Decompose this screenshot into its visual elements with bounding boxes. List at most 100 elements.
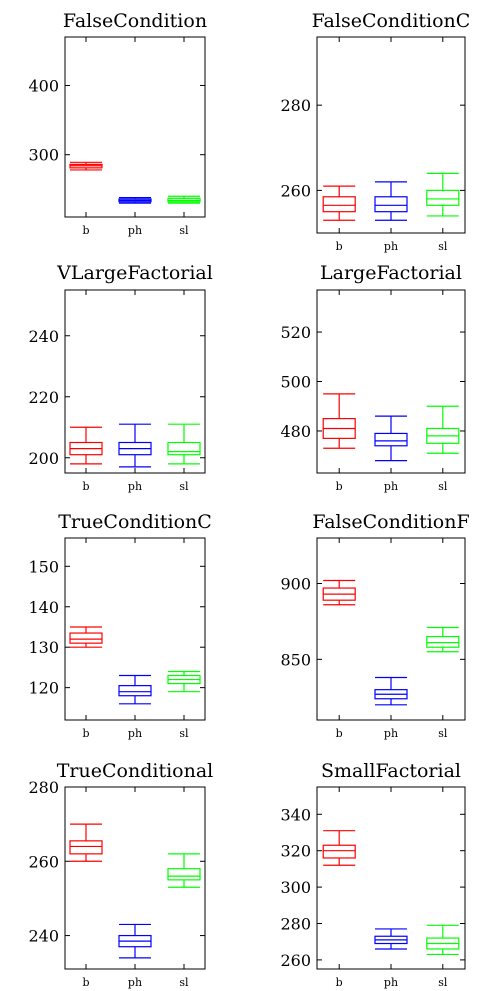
chart-title: VLargeFactorial — [56, 262, 213, 284]
box-body — [167, 868, 201, 881]
box-b — [322, 830, 356, 866]
box-ph — [374, 676, 408, 706]
y-tick-label: 260 — [280, 951, 311, 970]
box-body — [167, 441, 201, 456]
plot-frame — [316, 786, 466, 970]
box-sl — [167, 195, 201, 204]
box-body — [374, 196, 408, 213]
x-tick-label: b — [82, 976, 89, 989]
x-tick-label: b — [336, 240, 343, 253]
x-tick-label: ph — [128, 976, 142, 989]
x-tick-label: sl — [179, 976, 189, 989]
box-ph — [118, 674, 152, 705]
box-body — [374, 432, 408, 447]
y-tick-label: 280 — [280, 915, 311, 934]
x-tick-label: sl — [179, 727, 189, 740]
y-tick-label: 520 — [280, 323, 311, 342]
x-tick-label: ph — [128, 224, 142, 237]
chart-title: SmallFactorial — [321, 760, 461, 782]
chart-panel: FalseConditionC 260 280 b ph sl — [280, 10, 470, 253]
x-tick-label: b — [82, 480, 89, 493]
box-sl — [167, 670, 201, 693]
x-tick-label: sl — [438, 480, 448, 493]
y-tick-label: 120 — [28, 679, 59, 698]
y-tick-label: 850 — [280, 650, 311, 669]
box-body — [426, 635, 460, 648]
y-tick-label: 220 — [28, 388, 59, 407]
x-tick-label: b — [336, 976, 343, 989]
box-b — [322, 393, 356, 449]
box-b — [69, 626, 103, 648]
y-tick-label: 150 — [28, 557, 59, 576]
plot-frame — [64, 36, 206, 218]
x-tick-label: sl — [179, 480, 189, 493]
chart-title: FalseCondition — [63, 10, 207, 32]
box-body — [426, 189, 460, 206]
box-sl — [426, 405, 460, 454]
x-tick-label: b — [336, 480, 343, 493]
box-sl — [426, 626, 460, 653]
x-tick-label: ph — [384, 480, 398, 493]
y-tick-label: 900 — [280, 575, 311, 594]
chart-title: FalseConditionC — [312, 10, 471, 32]
box-sl — [167, 853, 201, 888]
y-tick-label: 320 — [280, 842, 311, 861]
y-tick-label: 240 — [28, 327, 59, 346]
box-sl — [167, 423, 201, 465]
chart-title: FalseConditionF — [312, 511, 469, 533]
x-tick-label: b — [82, 224, 89, 237]
x-tick-label: ph — [384, 240, 398, 253]
y-tick-label: 500 — [280, 373, 311, 392]
y-tick-label: 300 — [28, 146, 59, 165]
chart-panel: LargeFactorial 480 500 520 b ph sl — [280, 262, 466, 493]
y-tick-label: 200 — [28, 449, 59, 468]
chart-title: TrueConditionC — [58, 511, 212, 533]
y-tick-label: 260 — [28, 852, 59, 871]
box-body — [322, 844, 356, 859]
x-tick-label: b — [336, 727, 343, 740]
box-b — [69, 161, 103, 171]
y-tick-label: 130 — [28, 638, 59, 657]
box-b — [322, 185, 356, 221]
chart-title: TrueConditional — [57, 760, 213, 782]
chart-panel: FalseConditionF 850 900 b ph sl — [280, 511, 469, 740]
box-ph — [118, 923, 152, 959]
box-body — [322, 196, 356, 213]
x-tick-label: ph — [128, 480, 142, 493]
box-sl — [426, 172, 460, 217]
box-ph — [374, 415, 408, 462]
box-ph — [118, 423, 152, 468]
box-b — [322, 579, 356, 606]
box-body — [69, 840, 103, 855]
chart-panel: FalseCondition 300 400 b ph sl — [28, 10, 207, 237]
y-tick-label: 300 — [280, 878, 311, 897]
chart-panel: SmallFactorial 260 280 300 320 340 b ph sl — [280, 760, 466, 989]
box-ph — [374, 928, 408, 950]
y-tick-label: 480 — [280, 422, 311, 441]
x-tick-label: ph — [384, 727, 398, 740]
box-ph — [374, 181, 408, 221]
x-tick-label: sl — [179, 224, 189, 237]
x-tick-label: sl — [438, 727, 448, 740]
y-tick-label: 280 — [280, 96, 311, 115]
y-tick-label: 240 — [28, 927, 59, 946]
x-tick-label: sl — [438, 976, 448, 989]
chart-panel: TrueConditional 240 260 280 b ph sl — [28, 760, 213, 989]
plot-frame — [316, 36, 466, 234]
y-tick-label: 140 — [28, 598, 59, 617]
y-tick-label: 260 — [280, 181, 311, 200]
chart-panel: TrueConditionC 120 130 140 150 b ph sl — [28, 511, 211, 740]
box-body — [118, 685, 152, 697]
x-tick-label: sl — [438, 240, 448, 253]
y-tick-label: 280 — [28, 778, 59, 797]
y-tick-label: 400 — [28, 76, 59, 95]
x-tick-label: b — [82, 727, 89, 740]
chart-panel: VLargeFactorial 200 220 240 b ph sl — [28, 262, 212, 493]
box-ph — [118, 197, 152, 204]
box-body — [69, 632, 103, 644]
chart-title: LargeFactorial — [320, 262, 462, 284]
box-b — [69, 426, 103, 465]
x-tick-label: ph — [384, 976, 398, 989]
y-tick-label: 340 — [280, 805, 311, 824]
